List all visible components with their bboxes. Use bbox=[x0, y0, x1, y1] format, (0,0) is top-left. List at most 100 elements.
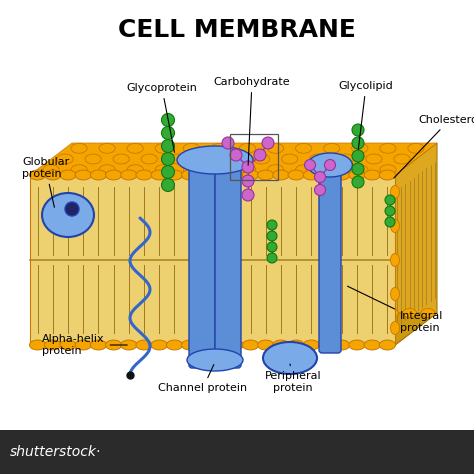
Ellipse shape bbox=[127, 165, 143, 174]
Ellipse shape bbox=[127, 143, 143, 153]
Ellipse shape bbox=[273, 170, 289, 180]
Ellipse shape bbox=[45, 170, 61, 180]
Circle shape bbox=[304, 159, 316, 171]
Ellipse shape bbox=[329, 309, 344, 318]
Circle shape bbox=[242, 161, 254, 173]
Text: shutterstock·: shutterstock· bbox=[10, 445, 101, 459]
Ellipse shape bbox=[239, 165, 255, 174]
Ellipse shape bbox=[238, 309, 252, 318]
Ellipse shape bbox=[421, 309, 435, 318]
Text: Cholesterol: Cholesterol bbox=[394, 115, 474, 178]
Ellipse shape bbox=[310, 154, 326, 164]
Ellipse shape bbox=[42, 193, 94, 237]
Ellipse shape bbox=[45, 340, 61, 350]
Polygon shape bbox=[30, 143, 437, 175]
Ellipse shape bbox=[155, 165, 172, 174]
Text: Carbohydrate: Carbohydrate bbox=[214, 77, 290, 165]
Ellipse shape bbox=[324, 165, 340, 174]
Ellipse shape bbox=[106, 170, 122, 180]
Ellipse shape bbox=[267, 143, 283, 153]
Ellipse shape bbox=[391, 185, 400, 199]
Ellipse shape bbox=[197, 170, 213, 180]
Ellipse shape bbox=[74, 309, 88, 318]
Ellipse shape bbox=[182, 170, 198, 180]
Ellipse shape bbox=[263, 342, 317, 374]
Ellipse shape bbox=[211, 143, 228, 153]
Ellipse shape bbox=[43, 165, 59, 174]
Ellipse shape bbox=[319, 170, 335, 180]
Circle shape bbox=[162, 139, 174, 153]
FancyBboxPatch shape bbox=[319, 157, 341, 353]
Ellipse shape bbox=[75, 340, 91, 350]
Circle shape bbox=[352, 150, 364, 162]
Ellipse shape bbox=[337, 154, 354, 164]
Circle shape bbox=[222, 137, 234, 149]
Ellipse shape bbox=[99, 143, 115, 153]
Ellipse shape bbox=[288, 170, 304, 180]
Text: Peripheral
protein: Peripheral protein bbox=[264, 364, 321, 393]
Ellipse shape bbox=[364, 170, 380, 180]
Circle shape bbox=[162, 127, 174, 139]
Ellipse shape bbox=[121, 170, 137, 180]
Ellipse shape bbox=[183, 309, 198, 318]
Circle shape bbox=[262, 137, 274, 149]
Ellipse shape bbox=[282, 154, 298, 164]
Ellipse shape bbox=[380, 143, 396, 153]
Ellipse shape bbox=[187, 349, 243, 371]
Ellipse shape bbox=[227, 170, 244, 180]
Ellipse shape bbox=[402, 309, 417, 318]
Circle shape bbox=[65, 202, 79, 216]
Ellipse shape bbox=[227, 340, 244, 350]
Ellipse shape bbox=[136, 340, 152, 350]
Circle shape bbox=[267, 231, 277, 241]
Ellipse shape bbox=[226, 154, 242, 164]
Text: Channel protein: Channel protein bbox=[158, 365, 247, 393]
Ellipse shape bbox=[324, 143, 340, 153]
Ellipse shape bbox=[391, 288, 400, 301]
Ellipse shape bbox=[391, 321, 400, 335]
Ellipse shape bbox=[99, 165, 115, 174]
Ellipse shape bbox=[183, 165, 200, 174]
Polygon shape bbox=[30, 313, 437, 345]
Ellipse shape bbox=[296, 143, 312, 153]
Ellipse shape bbox=[273, 340, 289, 350]
Ellipse shape bbox=[352, 165, 368, 174]
Ellipse shape bbox=[256, 309, 271, 318]
Ellipse shape bbox=[267, 165, 284, 174]
Text: CELL MEMBRANE: CELL MEMBRANE bbox=[118, 18, 356, 42]
Ellipse shape bbox=[220, 309, 234, 318]
Ellipse shape bbox=[151, 340, 167, 350]
Ellipse shape bbox=[293, 309, 307, 318]
Ellipse shape bbox=[151, 170, 167, 180]
Ellipse shape bbox=[91, 170, 107, 180]
Ellipse shape bbox=[75, 170, 91, 180]
Text: Globular
protein: Globular protein bbox=[22, 157, 69, 207]
Ellipse shape bbox=[71, 165, 87, 174]
Ellipse shape bbox=[166, 170, 182, 180]
Ellipse shape bbox=[136, 170, 152, 180]
Ellipse shape bbox=[334, 170, 350, 180]
Ellipse shape bbox=[71, 143, 87, 153]
Ellipse shape bbox=[275, 309, 289, 318]
Circle shape bbox=[162, 179, 174, 191]
Circle shape bbox=[267, 253, 277, 263]
Ellipse shape bbox=[288, 340, 304, 350]
Circle shape bbox=[385, 206, 395, 216]
Ellipse shape bbox=[379, 340, 395, 350]
Ellipse shape bbox=[60, 340, 76, 350]
Ellipse shape bbox=[384, 309, 398, 318]
Circle shape bbox=[352, 176, 364, 188]
Circle shape bbox=[267, 242, 277, 252]
Ellipse shape bbox=[92, 309, 106, 318]
FancyBboxPatch shape bbox=[215, 152, 241, 368]
Ellipse shape bbox=[29, 170, 46, 180]
Ellipse shape bbox=[106, 340, 122, 350]
Circle shape bbox=[162, 113, 174, 127]
Ellipse shape bbox=[110, 309, 125, 318]
Ellipse shape bbox=[29, 340, 46, 350]
Ellipse shape bbox=[319, 340, 335, 350]
Ellipse shape bbox=[380, 165, 396, 174]
Circle shape bbox=[352, 163, 364, 175]
Ellipse shape bbox=[348, 309, 362, 318]
Text: Glycolipid: Glycolipid bbox=[338, 81, 393, 149]
